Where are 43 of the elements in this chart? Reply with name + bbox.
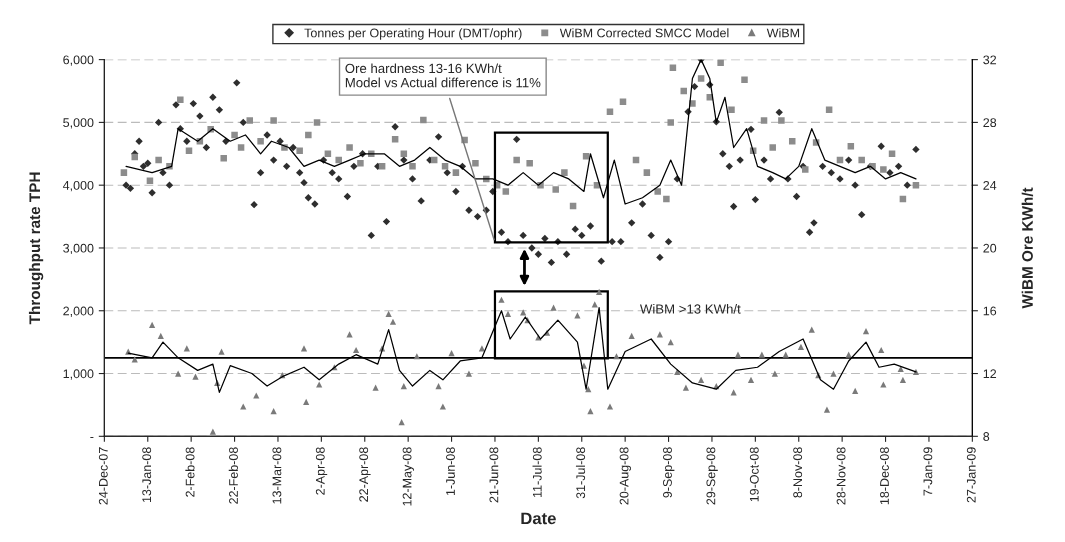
y-tick-label: 4,000: [62, 180, 94, 192]
legend-label: Tonnes per Operating Hour (DMT/ophr): [304, 28, 522, 40]
x-tick-label: 24-Dec-07: [98, 447, 108, 505]
y2-tick-label: 20: [983, 243, 997, 253]
x-tick-label: 21-Jun-08: [489, 447, 499, 503]
y-tick-label: -: [90, 437, 94, 439]
legend-label: WiBM Corrected SMCC Model: [559, 28, 729, 38]
x-tick-label: 11-Jul-08: [532, 447, 542, 497]
x-tick-label: 7-Jan-09: [923, 447, 933, 496]
x-tick-label: 31-Jul-08: [575, 447, 586, 499]
y-tick-label: 5,000: [63, 118, 94, 129]
y-tick-label: 6,000: [63, 55, 94, 66]
x-tick-label: 8-Nov-08: [793, 447, 803, 498]
x-tick-label: 18-Dec-08: [880, 447, 889, 505]
x-tick-label: 9-Sep-08: [663, 447, 675, 498]
annotation: WiBM >13 KWh/t: [639, 303, 741, 314]
annotation: Ore hardness 13-16 KWh/t Model vs Actual difference is 11%: [345, 63, 541, 88]
y2-tick-label: 8: [983, 432, 990, 441]
x-tick-label: 22-Feb-08: [228, 447, 238, 504]
x-tick-label: 13-Mar-08: [272, 447, 282, 504]
x-tick-label: 27-Jan-09: [966, 447, 976, 503]
x-tick-label: 12-May-08: [402, 447, 414, 506]
y-axis-title: Throughput rate TPH: [28, 172, 44, 325]
legend-label: WiBM: [766, 28, 800, 38]
x-tick-label: 2-Feb-08: [185, 447, 195, 497]
x-tick-label: 28-Nov-08: [836, 447, 846, 505]
y2-tick-label: 24: [983, 180, 997, 190]
x-tick-label: 1-Jun-08: [446, 447, 455, 496]
y-tick-label: 3,000: [63, 243, 94, 255]
x-tick-label: 19-Oct-08: [749, 447, 759, 502]
x-tick-label: 29-Sep-08: [706, 447, 718, 505]
y-tick-label: 2,000: [63, 306, 94, 317]
x-tick-label: 22-Apr-08: [359, 447, 371, 502]
y-tick-label: 1,000: [63, 369, 94, 380]
y2-tick-label: 32: [983, 55, 997, 65]
x-tick-label: 2-Apr-08: [315, 447, 328, 495]
y2-tick-label: 12: [983, 369, 997, 379]
y2-axis-title: WiBM Ore KWh/t: [1021, 187, 1034, 309]
y2-tick-label: 16: [983, 306, 997, 316]
y2-tick-label: 28: [983, 118, 997, 128]
x-tick-label: 13-Jan-08: [142, 447, 152, 503]
x-tick-label: 20-Aug-08: [619, 447, 631, 505]
x-axis-title: Date: [521, 512, 556, 525]
